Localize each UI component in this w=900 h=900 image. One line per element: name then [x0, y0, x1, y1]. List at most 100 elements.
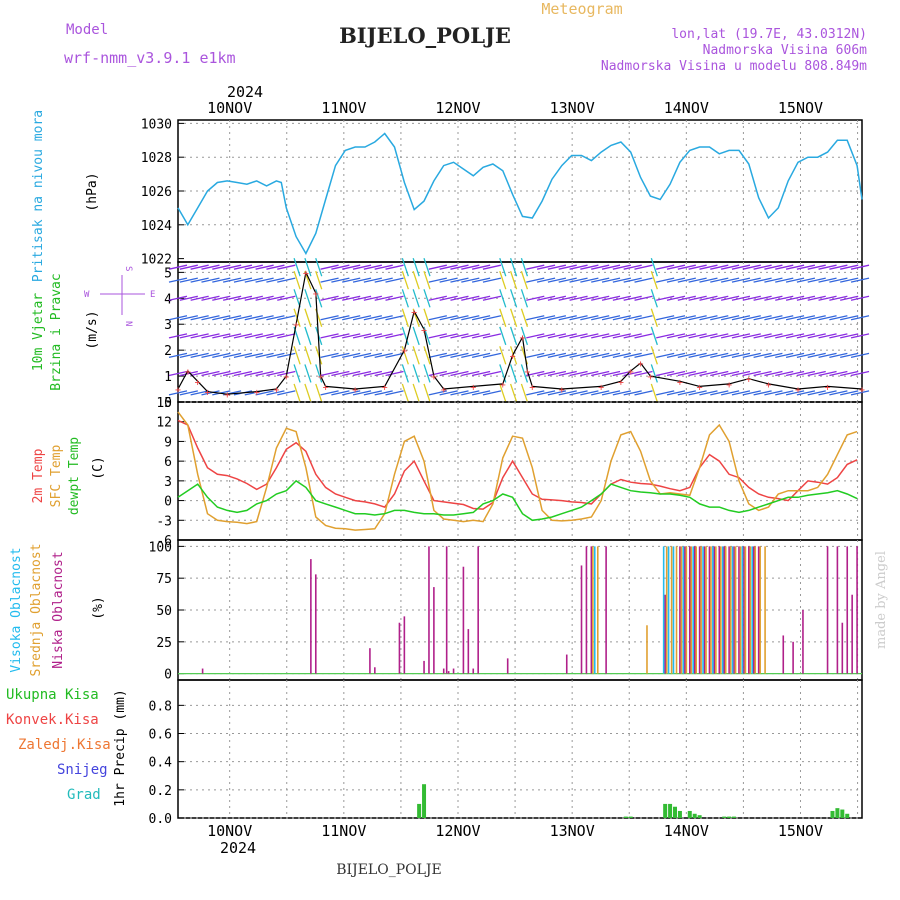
bottom-day-label: 12NOV	[435, 822, 480, 840]
wind-arrow	[731, 264, 751, 270]
pressure-axis-label: Pritisak na nivou mora	[31, 110, 46, 282]
wind-arrow	[266, 390, 285, 396]
wind-arrow	[509, 364, 518, 383]
wind-arrow	[634, 264, 653, 270]
wind-arrow	[699, 295, 718, 301]
wind-arrow	[509, 383, 518, 403]
y-tick-label: 0.6	[149, 728, 172, 743]
chart-title: Meteogram	[541, 0, 622, 18]
wind-arrow	[179, 390, 198, 396]
precip-panel: 0.0 0.2 0.4 0.6 0.8	[149, 679, 863, 827]
temperature-frame	[177, 401, 863, 541]
wind-gust-marker: +	[618, 377, 624, 388]
wind-arrow	[233, 333, 253, 339]
wind-arrow	[374, 295, 393, 301]
wind-arrow	[190, 315, 209, 321]
wind-arrow	[482, 277, 502, 283]
wind-arrow	[688, 390, 707, 396]
wind-arrow	[569, 264, 588, 270]
wind-arrow	[190, 277, 209, 283]
wind-arrow	[580, 333, 599, 339]
wind-arrow	[385, 264, 404, 270]
wind-arrow	[677, 264, 696, 270]
wind-arrow	[656, 295, 675, 301]
wind-arrow	[720, 295, 740, 301]
wind-gust-marker: +	[825, 382, 831, 393]
wind-arrow	[374, 333, 393, 339]
wind-gust-marker: +	[195, 377, 201, 388]
wind-arrow	[753, 370, 772, 377]
y-tick-label: 12	[156, 416, 172, 431]
y-tick-label: 1030	[141, 117, 172, 132]
wind-gust-marker: +	[598, 382, 604, 393]
wind-arrow	[363, 315, 383, 321]
wind-gust-marker: +	[283, 372, 289, 383]
precip-bar	[697, 815, 702, 818]
wind-arrow	[320, 333, 339, 339]
wind-arrow	[753, 390, 772, 396]
wind-arrow	[450, 277, 469, 283]
wind-arrow	[688, 333, 707, 339]
wind-arrow	[731, 295, 751, 301]
wind-arrow	[212, 295, 231, 301]
bottom-day-label: 13NOV	[550, 822, 595, 840]
elevation-label: Nadmorska Visina 606m	[703, 43, 868, 58]
wind-arrow	[168, 370, 188, 377]
wind-arrow	[591, 295, 610, 301]
wind-arrow	[266, 315, 285, 321]
wind-arrow	[293, 346, 301, 365]
wind-arrow	[423, 346, 431, 365]
precip-bar	[422, 784, 427, 818]
wind-arrow	[461, 352, 480, 358]
wind-arrow	[720, 315, 740, 321]
wind-arrow	[450, 390, 469, 396]
wind-arrow	[428, 315, 447, 321]
wind-arrow	[342, 264, 361, 270]
wind-arrow	[363, 370, 383, 377]
wind-arrow	[710, 333, 729, 339]
precip-bar	[628, 816, 633, 818]
wind-arrow	[699, 315, 718, 321]
wind-arrow	[785, 370, 805, 377]
wind-arrow	[190, 370, 209, 377]
wind-arrow	[807, 295, 826, 301]
wind-arrow	[320, 352, 339, 358]
wind-arrow	[666, 264, 686, 270]
wind-arrow	[363, 333, 383, 339]
top-day-labels: 10NOV 11NOV 12NOV 13NOV 14NOV 15NOV	[207, 99, 823, 117]
wind-arrow	[331, 370, 350, 377]
model-elevation-label: Nadmorska Visina u modelu 808.849m	[601, 59, 867, 74]
wind-arrow	[720, 277, 740, 283]
wind-arrow	[634, 370, 653, 377]
wind-arrow	[461, 390, 480, 396]
dewpt-line	[177, 479, 858, 522]
wind-arrow	[315, 346, 323, 365]
wind-arrow	[168, 390, 188, 396]
top-day-label: 11NOV	[321, 99, 366, 117]
wind-arrow	[785, 352, 805, 358]
wind-arrow	[796, 315, 816, 321]
pressure-line	[177, 132, 863, 256]
wind-arrow	[818, 264, 837, 270]
wind-arrow	[807, 352, 826, 358]
wind-arrow	[439, 390, 458, 396]
wind-arrow	[840, 264, 859, 270]
wind-arrow	[179, 264, 198, 270]
wind-arrow	[612, 277, 632, 283]
y-tick-label: 0	[164, 495, 172, 510]
wind-arrow	[710, 370, 729, 377]
wind-arrow	[293, 257, 301, 277]
precip-bar	[417, 803, 422, 818]
wind-arrow	[710, 352, 729, 358]
y-tick-label: 25	[156, 636, 172, 651]
wind-arrow	[656, 333, 675, 339]
wind-arrow	[601, 264, 621, 270]
wind-arrow	[499, 308, 507, 327]
wind-arrow	[796, 277, 816, 283]
wind-arrow	[385, 315, 404, 321]
wind-arrow	[536, 370, 556, 377]
wind-arrow	[423, 257, 431, 277]
precip-bar	[692, 813, 697, 818]
wind-arrow	[428, 333, 447, 339]
